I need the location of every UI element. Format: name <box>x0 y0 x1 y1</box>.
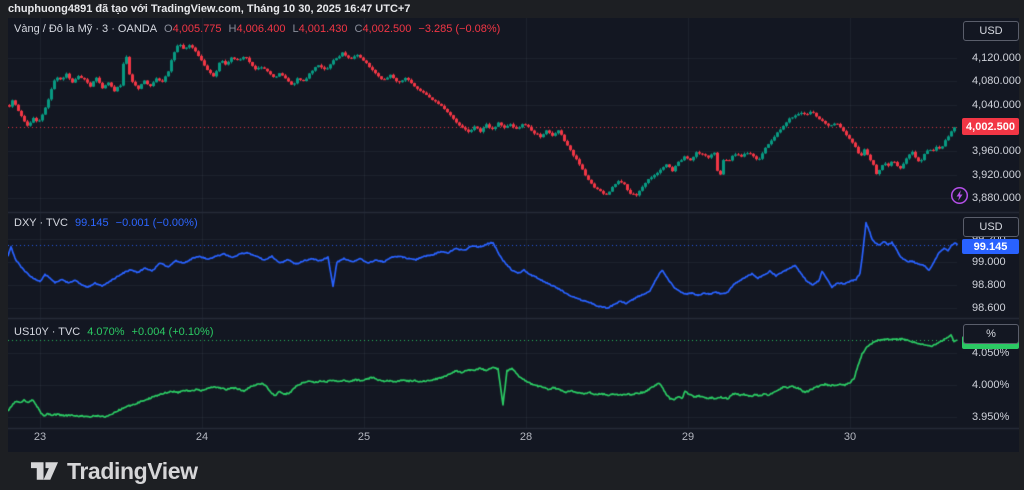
y-axis-tick-label: 3.950% <box>972 410 1010 423</box>
y-axis-tick-label: 4,040.000 <box>972 98 1021 111</box>
time-axis-label: 30 <box>843 431 857 443</box>
ohlc-high: H 4,006.400 <box>228 23 286 35</box>
y-axis-tick-label: 3,960.000 <box>972 145 1021 158</box>
axis-unit-button-us10y-pct[interactable]: % <box>963 324 1019 344</box>
us10y-change: +0.004 (+0.10%) <box>131 326 214 338</box>
legend-dxy: DXY · TVC 99.145 −0.001 (−0.00%) <box>14 217 198 229</box>
legend-us10y: US10Y · TVC 4.070% +0.004 (+0.10%) <box>14 326 214 338</box>
time-axis-label: 29 <box>681 431 695 443</box>
symbol-title-gold: Vàng / Đô la Mỹ · 3 · OANDA <box>14 23 158 35</box>
symbol-title-us10y: US10Y · TVC <box>14 326 81 338</box>
ohlc-low: L 4,001.430 <box>292 23 348 35</box>
attribution-text: chuphuong4891 đã tạo với TradingView.com… <box>8 3 411 15</box>
y-axis-tick-label: 3,920.000 <box>972 168 1021 181</box>
axis-unit-button-gold-usd[interactable]: USD <box>963 21 1019 41</box>
tradingview-logo-text[interactable]: TradingView <box>67 457 198 484</box>
footer: TradingView <box>0 452 1024 490</box>
chart-container: Vàng / Đô la Mỹ · 3 · OANDA O 4,005.775 H… <box>8 18 1021 452</box>
dxy-last-price-badge: 99.145 <box>962 239 1019 254</box>
time-axis-label: 23 <box>33 431 47 443</box>
axis-unit-button-dxy-usd[interactable]: USD <box>963 217 1019 237</box>
y-axis-tick-label: 99.000 <box>972 256 1006 268</box>
gold-change: −3.285 (−0.08%) <box>418 23 501 35</box>
ohlc-open: O 4,005.775 <box>164 23 222 35</box>
dxy-change: −0.001 (−0.00%) <box>115 217 198 229</box>
tradingview-logo-icon[interactable] <box>30 461 59 481</box>
y-axis-tick-label: 3,880.000 <box>972 192 1021 204</box>
symbol-title-dxy: DXY · TVC <box>14 217 68 229</box>
y-axis-tick-label: 4.050% <box>972 347 1010 359</box>
time-axis-label: 28 <box>519 431 533 443</box>
dxy-value: 99.145 <box>75 217 109 229</box>
gold-last-price-badge: 4,002.500 <box>962 118 1019 135</box>
time-axis-label: 25 <box>357 431 371 443</box>
chart-canvas <box>8 18 1019 452</box>
y-axis-tick-label: 98.800 <box>972 279 1006 291</box>
ohlc-close: C 4,002.500 <box>354 23 412 35</box>
time-axis-label: 24 <box>195 431 209 443</box>
y-axis-tick-label: 4.000% <box>972 378 1010 391</box>
y-axis-tick-label: 98.600 <box>972 301 1006 314</box>
y-axis-tick-label: 4,120.000 <box>972 52 1021 64</box>
boost-lightning-icon[interactable] <box>950 186 969 205</box>
y-axis-tick-label: 4,080.000 <box>972 75 1021 88</box>
us10y-value: 4.070% <box>87 326 125 338</box>
legend-gold: Vàng / Đô la Mỹ · 3 · OANDA O 4,005.775 H… <box>14 23 500 35</box>
